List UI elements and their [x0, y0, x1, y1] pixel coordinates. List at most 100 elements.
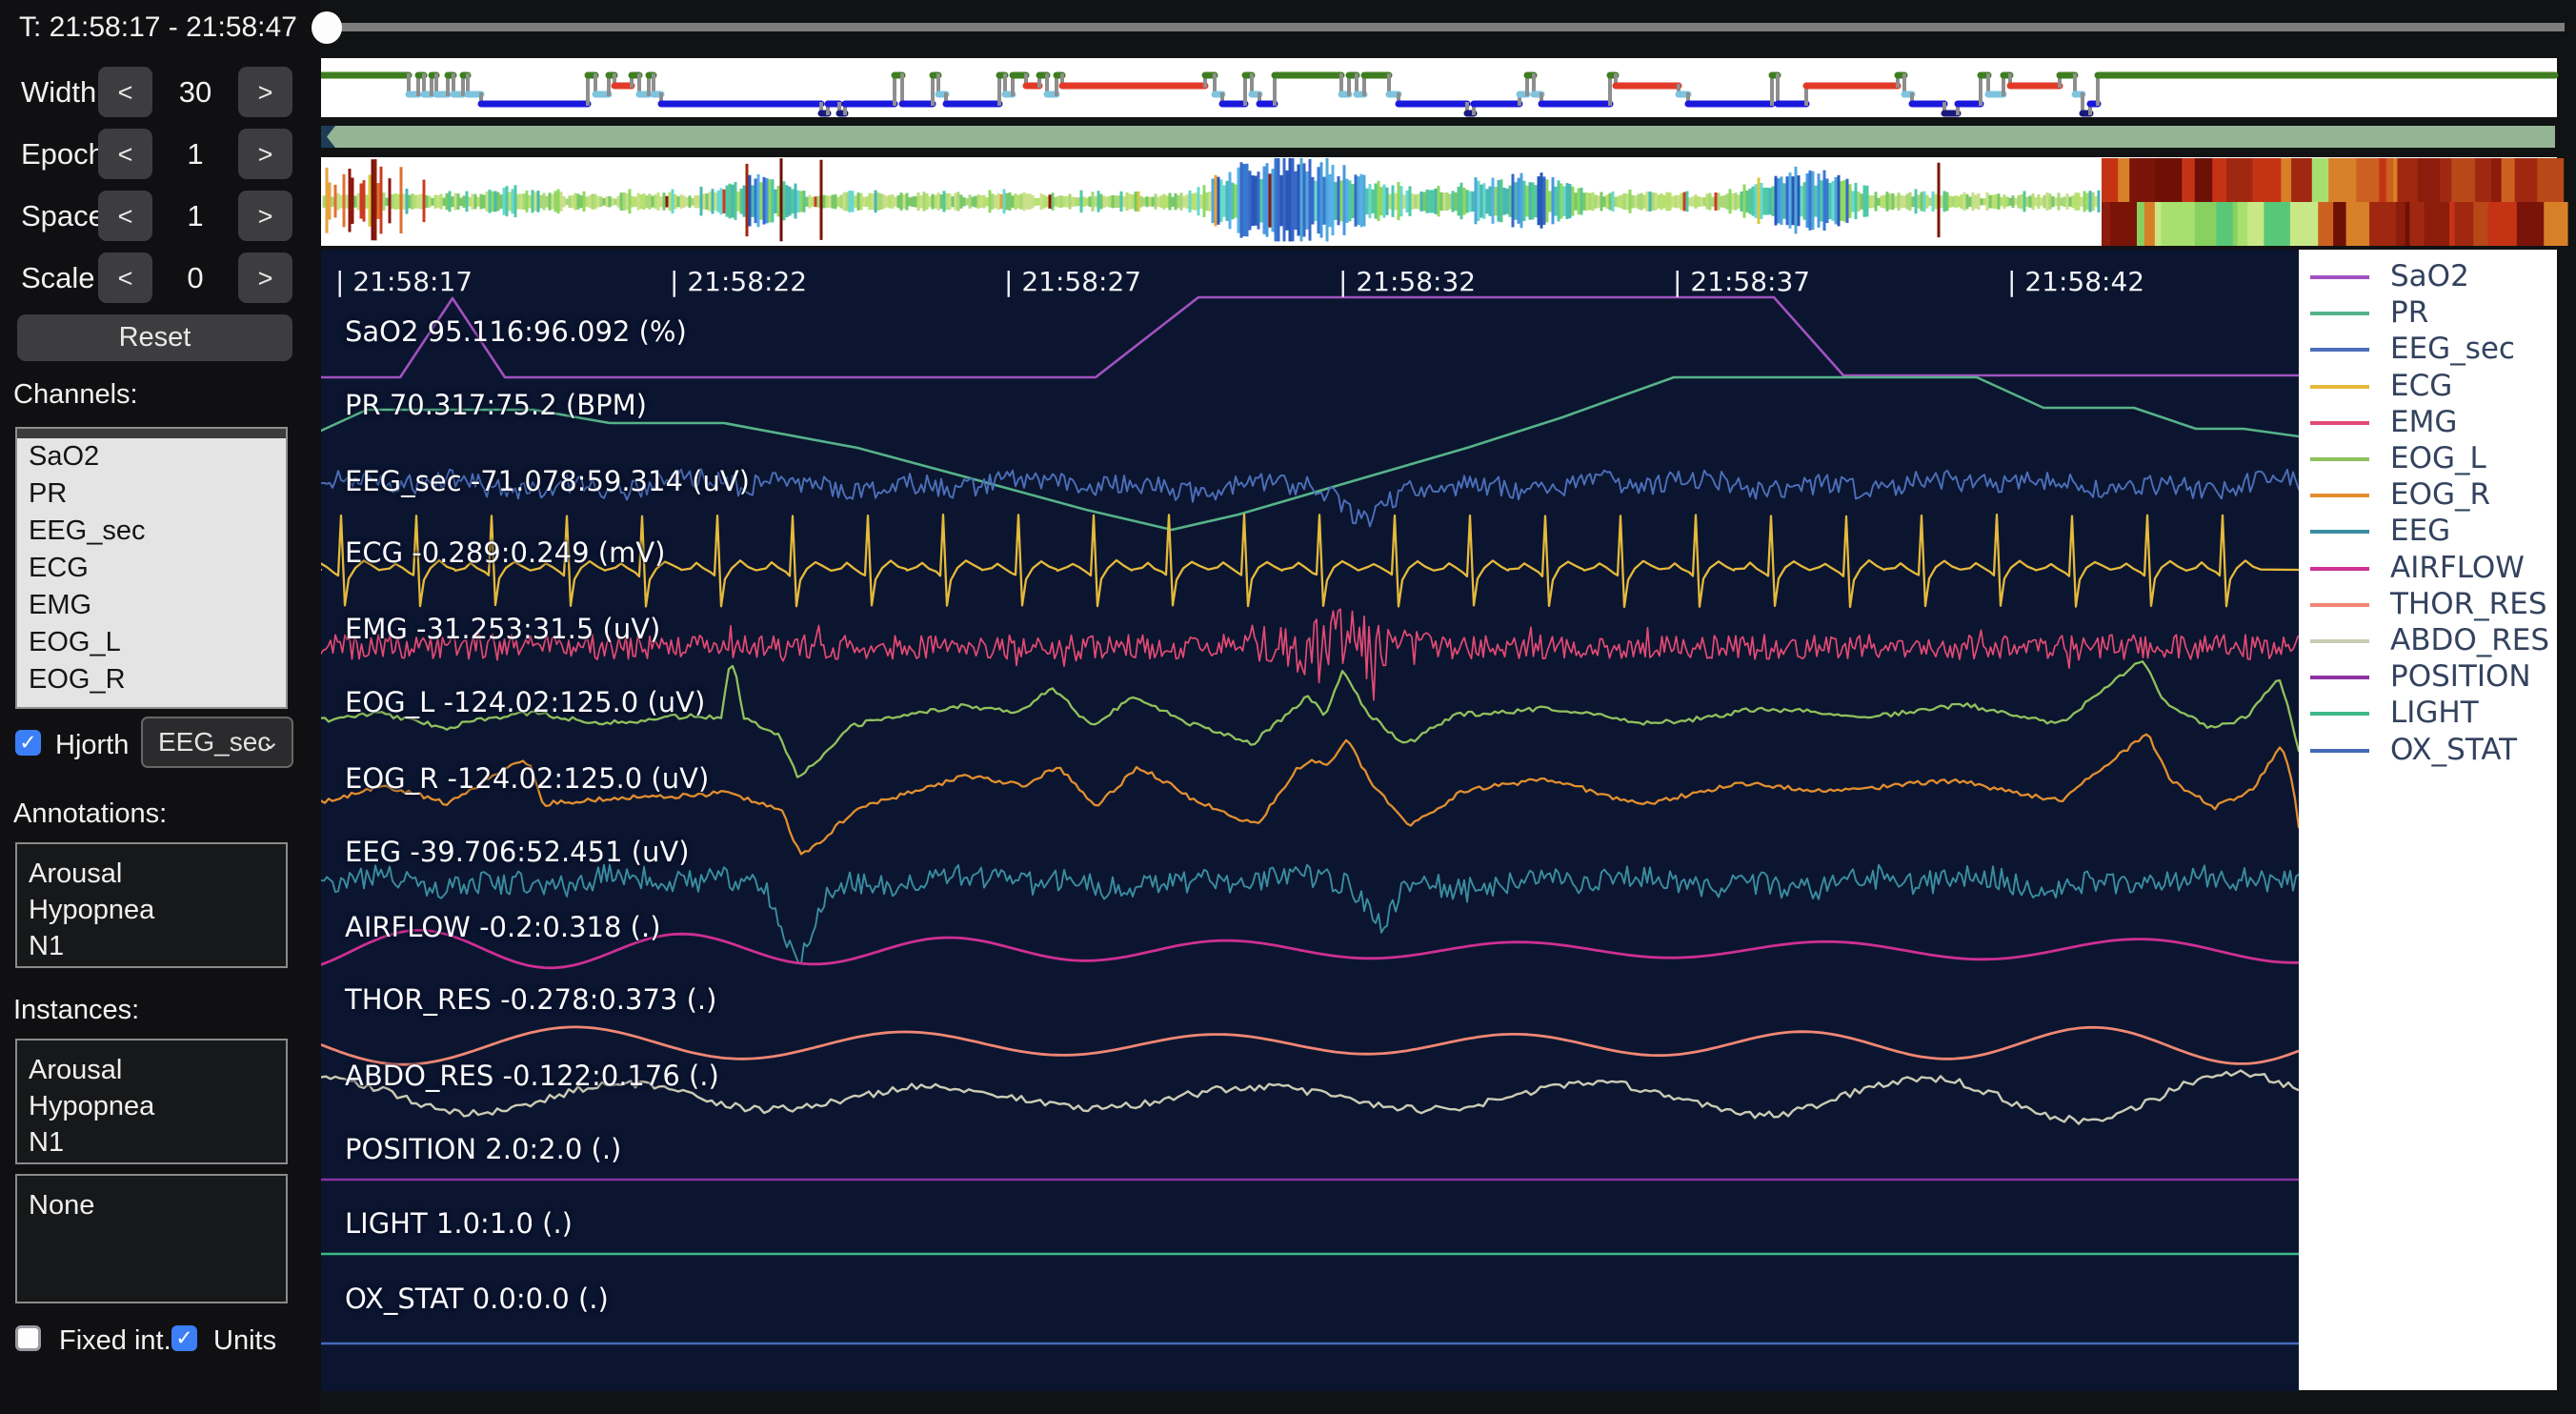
- space-stepper: Space < 1 >: [0, 191, 321, 241]
- selection-bar[interactable]: [321, 126, 2555, 148]
- none-option[interactable]: None: [17, 1187, 286, 1223]
- instance-option[interactable]: Hypopnea: [17, 1088, 286, 1124]
- hjorth-selected-value: EEG_sec: [158, 727, 271, 757]
- space-decrement-button[interactable]: <: [98, 191, 152, 241]
- channel-label-position: POSITION 2.0:2.0 (.): [345, 1133, 621, 1165]
- fixed-int-checkbox[interactable]: [15, 1325, 41, 1351]
- annotations-listbox[interactable]: ArousalHypopneaN1: [15, 842, 288, 968]
- none-listbox[interactable]: None: [15, 1174, 288, 1303]
- channel-label-light: LIGHT 1.0:1.0 (.): [345, 1207, 573, 1240]
- scale-value: 0: [152, 261, 238, 295]
- channel-option[interactable]: EOG_L: [17, 624, 286, 661]
- legend-label: EOG_L: [2390, 441, 2486, 475]
- annotation-option[interactable]: N1: [17, 928, 286, 964]
- space-increment-button[interactable]: >: [238, 191, 292, 241]
- legend-swatch: [2310, 567, 2369, 571]
- legend-label: THOR_RES: [2390, 587, 2547, 621]
- time-tick-label: | 21:58:32: [1338, 266, 1476, 297]
- legend-label: AIRFLOW: [2390, 551, 2525, 585]
- sidebar: T: 21:58:17 - 21:58:47 Width < 30 > Epoc…: [0, 0, 321, 1414]
- legend-swatch: [2310, 457, 2369, 461]
- legend-label: ECG: [2390, 369, 2452, 403]
- epoch-value: 1: [152, 137, 238, 172]
- legend-swatch: [2310, 275, 2369, 279]
- channels-section-label: Channels:: [13, 379, 138, 411]
- width-value: 30: [152, 75, 238, 110]
- legend-swatch: [2310, 312, 2369, 315]
- hjorth-checkbox[interactable]: [15, 730, 41, 756]
- width-stepper: Width < 30 >: [0, 67, 321, 117]
- legend-label: EOG_R: [2390, 477, 2490, 512]
- width-label: Width: [21, 75, 96, 110]
- channel-label-eeg: EEG -39.706:52.451 (uV): [345, 836, 690, 868]
- legend-swatch: [2310, 348, 2369, 352]
- units-checkbox[interactable]: [171, 1325, 197, 1351]
- legend-swatch: [2310, 530, 2369, 534]
- instance-option[interactable]: Arousal: [17, 1052, 286, 1088]
- channel-label-airflow: AIRFLOW -0.2:0.318 (.): [345, 911, 661, 943]
- space-value: 1: [152, 199, 238, 233]
- instances-listbox[interactable]: ArousalHypopneaN1: [15, 1039, 288, 1164]
- legend-swatch: [2310, 421, 2369, 425]
- channel-option[interactable]: EEG_sec: [17, 513, 286, 550]
- channel-label-emg: EMG -31.253:31.5 (uV): [345, 613, 660, 645]
- annotations-section-label: Annotations:: [13, 798, 167, 830]
- time-slider-handle[interactable]: [312, 11, 342, 44]
- channel-option[interactable]: PR: [17, 475, 286, 513]
- legend-label: EMG: [2390, 405, 2457, 439]
- instance-option[interactable]: N1: [17, 1124, 286, 1161]
- width-increment-button[interactable]: >: [238, 67, 292, 117]
- channel-label-ox_stat: OX_STAT 0.0:0.0 (.): [345, 1283, 609, 1315]
- scale-stepper: Scale < 0 >: [0, 252, 321, 303]
- legend-swatch: [2310, 676, 2369, 679]
- channel-label-abdo_res: ABDO_RES -0.122:0.176 (.): [345, 1060, 719, 1092]
- legend-swatch: [2310, 712, 2369, 716]
- legend-swatch: [2310, 749, 2369, 753]
- epoch-decrement-button[interactable]: <: [98, 129, 152, 179]
- time-tick-label: | 21:58:17: [335, 266, 473, 297]
- legend-label: ABDO_RES: [2390, 623, 2549, 657]
- annotation-option[interactable]: Hypopnea: [17, 892, 286, 928]
- legend-swatch: [2310, 494, 2369, 497]
- channel-option[interactable]: ECG: [17, 550, 286, 587]
- channel-option[interactable]: EMG: [17, 587, 286, 624]
- hjorth-channel-select[interactable]: EEG_sec ⌄: [141, 717, 293, 768]
- channel-option[interactable]: EOG_R: [17, 661, 286, 698]
- epoch-label: Epoch: [21, 137, 105, 172]
- epoch-increment-button[interactable]: >: [238, 129, 292, 179]
- legend-label: EEG: [2390, 514, 2450, 548]
- width-decrement-button[interactable]: <: [98, 67, 152, 117]
- scale-increment-button[interactable]: >: [238, 252, 292, 303]
- channel-option[interactable]: SaO2: [17, 438, 286, 475]
- reset-button[interactable]: Reset: [17, 314, 292, 361]
- channel-label-ecg: ECG -0.289:0.249 (mV): [345, 536, 665, 569]
- channels-listbox[interactable]: SaO2PREEG_secECGEMGEOG_LEOG_R: [15, 427, 288, 709]
- hypnogram-strip[interactable]: [321, 58, 2557, 117]
- space-label: Space: [21, 199, 105, 233]
- epoch-stepper: Epoch < 1 >: [0, 129, 321, 179]
- instances-section-label: Instances:: [13, 995, 139, 1026]
- channel-label-sao2: SaO2 95.116:96.092 (%): [345, 315, 687, 348]
- legend-label: SaO2: [2390, 259, 2469, 293]
- scale-label: Scale: [21, 261, 95, 295]
- time-range-label: T: 21:58:17 - 21:58:47: [19, 11, 297, 44]
- units-label: Units: [213, 1325, 276, 1357]
- legend-swatch: [2310, 639, 2369, 643]
- legend-label: LIGHT: [2390, 696, 2479, 730]
- signal-overview-strip[interactable]: [321, 157, 2557, 246]
- channel-label-eeg_sec: EEG_sec -71.078:59.314 (uV): [345, 465, 750, 497]
- fixed-int-label: Fixed int.: [59, 1325, 171, 1357]
- channel-label-eog_l: EOG_L -124.02:125.0 (uV): [345, 686, 705, 718]
- channels-scrollbar[interactable]: [17, 429, 286, 438]
- legend-label: POSITION: [2390, 659, 2531, 694]
- time-tick-label: | 21:58:42: [2007, 266, 2144, 297]
- legend-swatch: [2310, 603, 2369, 607]
- annotation-option[interactable]: Arousal: [17, 856, 286, 892]
- selection-marker[interactable]: [321, 126, 335, 148]
- legend-label: PR: [2390, 295, 2428, 330]
- scale-decrement-button[interactable]: <: [98, 252, 152, 303]
- legend-label: OX_STAT: [2390, 733, 2517, 767]
- hjorth-label: Hjorth: [55, 730, 129, 761]
- time-tick-label: | 21:58:37: [1673, 266, 1810, 297]
- time-slider-track[interactable]: [335, 23, 2565, 31]
